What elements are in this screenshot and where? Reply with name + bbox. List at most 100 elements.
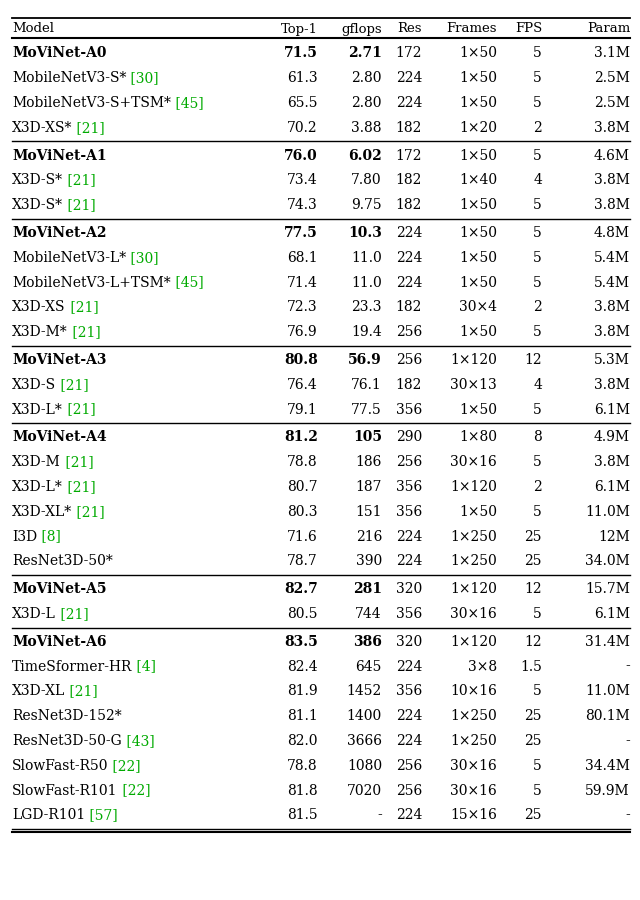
Text: 5: 5 xyxy=(533,402,542,417)
Text: 182: 182 xyxy=(396,174,422,187)
Text: 12M: 12M xyxy=(598,529,630,544)
Text: Param: Param xyxy=(587,22,630,35)
Text: [21]: [21] xyxy=(72,505,105,518)
Text: 30×4: 30×4 xyxy=(459,301,497,314)
Text: X3D-L*: X3D-L* xyxy=(12,402,63,417)
Text: 5: 5 xyxy=(533,455,542,469)
Text: 81.2: 81.2 xyxy=(284,430,318,445)
Text: 15.7M: 15.7M xyxy=(585,582,630,596)
Text: 30×13: 30×13 xyxy=(451,378,497,392)
Text: 3.8M: 3.8M xyxy=(594,121,630,135)
Text: 73.4: 73.4 xyxy=(287,174,318,187)
Text: 6.1M: 6.1M xyxy=(594,402,630,417)
Text: 224: 224 xyxy=(396,226,422,240)
Text: [21]: [21] xyxy=(63,480,95,494)
Text: 2: 2 xyxy=(533,121,542,135)
Text: 78.7: 78.7 xyxy=(287,554,318,569)
Text: 78.8: 78.8 xyxy=(287,455,318,469)
Text: [45]: [45] xyxy=(171,275,204,290)
Text: 1×50: 1×50 xyxy=(459,402,497,417)
Text: 25: 25 xyxy=(525,808,542,823)
Text: MobileNetV3-S+TSM*: MobileNetV3-S+TSM* xyxy=(12,96,171,110)
Text: SlowFast-R101: SlowFast-R101 xyxy=(12,784,118,797)
Text: 71.5: 71.5 xyxy=(284,47,318,60)
Text: 1×50: 1×50 xyxy=(459,505,497,518)
Text: MoViNet-A5: MoViNet-A5 xyxy=(12,582,106,596)
Text: [30]: [30] xyxy=(126,251,159,265)
Text: 2: 2 xyxy=(533,480,542,494)
Text: 80.1M: 80.1M xyxy=(585,709,630,724)
Text: 1×80: 1×80 xyxy=(459,430,497,445)
Text: 72.3: 72.3 xyxy=(287,301,318,314)
Text: 80.7: 80.7 xyxy=(287,480,318,494)
Text: I3D: I3D xyxy=(12,529,37,544)
Text: 5: 5 xyxy=(533,505,542,518)
Text: 6.1M: 6.1M xyxy=(594,607,630,621)
Text: Top-1: Top-1 xyxy=(281,22,318,35)
Text: 25: 25 xyxy=(525,554,542,569)
Text: 224: 224 xyxy=(396,529,422,544)
Text: 11.0: 11.0 xyxy=(351,251,382,265)
Text: MobileNetV3-S*: MobileNetV3-S* xyxy=(12,71,126,86)
Text: 5: 5 xyxy=(533,148,542,163)
Text: 224: 224 xyxy=(396,808,422,823)
Text: X3D-S*: X3D-S* xyxy=(12,198,63,212)
Text: 256: 256 xyxy=(396,455,422,469)
Text: [4]: [4] xyxy=(132,660,156,673)
Text: 182: 182 xyxy=(396,121,422,135)
Text: MoViNet-A2: MoViNet-A2 xyxy=(12,226,106,240)
Text: 256: 256 xyxy=(396,759,422,773)
Text: 151: 151 xyxy=(355,505,382,518)
Text: 224: 224 xyxy=(396,96,422,110)
Text: 3.8M: 3.8M xyxy=(594,174,630,187)
Text: TimeSformer-HR: TimeSformer-HR xyxy=(12,660,132,673)
Text: 30×16: 30×16 xyxy=(451,607,497,621)
Text: 356: 356 xyxy=(396,684,422,698)
Text: 5: 5 xyxy=(533,96,542,110)
Text: 182: 182 xyxy=(396,378,422,392)
Text: 61.3: 61.3 xyxy=(287,71,318,86)
Text: 19.4: 19.4 xyxy=(351,325,382,339)
Text: MoViNet-A1: MoViNet-A1 xyxy=(12,148,107,163)
Text: 256: 256 xyxy=(396,325,422,339)
Text: 1×50: 1×50 xyxy=(459,251,497,265)
Text: 6.1M: 6.1M xyxy=(594,480,630,494)
Text: ResNet3D-50*: ResNet3D-50* xyxy=(12,554,113,569)
Text: 1400: 1400 xyxy=(347,709,382,724)
Text: 3.8M: 3.8M xyxy=(594,301,630,314)
Text: ResNet3D-50-G: ResNet3D-50-G xyxy=(12,734,122,748)
Text: MoViNet-A4: MoViNet-A4 xyxy=(12,430,107,445)
Text: 5: 5 xyxy=(533,607,542,621)
Text: 4.9M: 4.9M xyxy=(594,430,630,445)
Text: 76.1: 76.1 xyxy=(351,378,382,392)
Text: 281: 281 xyxy=(353,582,382,596)
Text: 15×16: 15×16 xyxy=(450,808,497,823)
Text: 5.4M: 5.4M xyxy=(594,275,630,290)
Text: gflops: gflops xyxy=(341,22,382,35)
Text: 5: 5 xyxy=(533,684,542,698)
Text: 2: 2 xyxy=(533,301,542,314)
Text: 1080: 1080 xyxy=(347,759,382,773)
Text: 5: 5 xyxy=(533,71,542,86)
Text: [43]: [43] xyxy=(122,734,154,748)
Text: 25: 25 xyxy=(525,709,542,724)
Text: 256: 256 xyxy=(396,353,422,367)
Text: LGD-R101: LGD-R101 xyxy=(12,808,85,823)
Text: 186: 186 xyxy=(356,455,382,469)
Text: 80.5: 80.5 xyxy=(287,607,318,621)
Text: 56.9: 56.9 xyxy=(348,353,382,367)
Text: 356: 356 xyxy=(396,402,422,417)
Text: 30×16: 30×16 xyxy=(451,455,497,469)
Text: 34.0M: 34.0M xyxy=(585,554,630,569)
Text: 182: 182 xyxy=(396,198,422,212)
Text: 386: 386 xyxy=(353,634,382,649)
Text: 76.9: 76.9 xyxy=(287,325,318,339)
Text: 3.8M: 3.8M xyxy=(594,198,630,212)
Text: MoViNet-A3: MoViNet-A3 xyxy=(12,353,106,367)
Text: X3D-S: X3D-S xyxy=(12,378,56,392)
Text: -: - xyxy=(625,660,630,673)
Text: 172: 172 xyxy=(396,47,422,60)
Text: 10×16: 10×16 xyxy=(450,684,497,698)
Text: 224: 224 xyxy=(396,275,422,290)
Text: 3.88: 3.88 xyxy=(351,121,382,135)
